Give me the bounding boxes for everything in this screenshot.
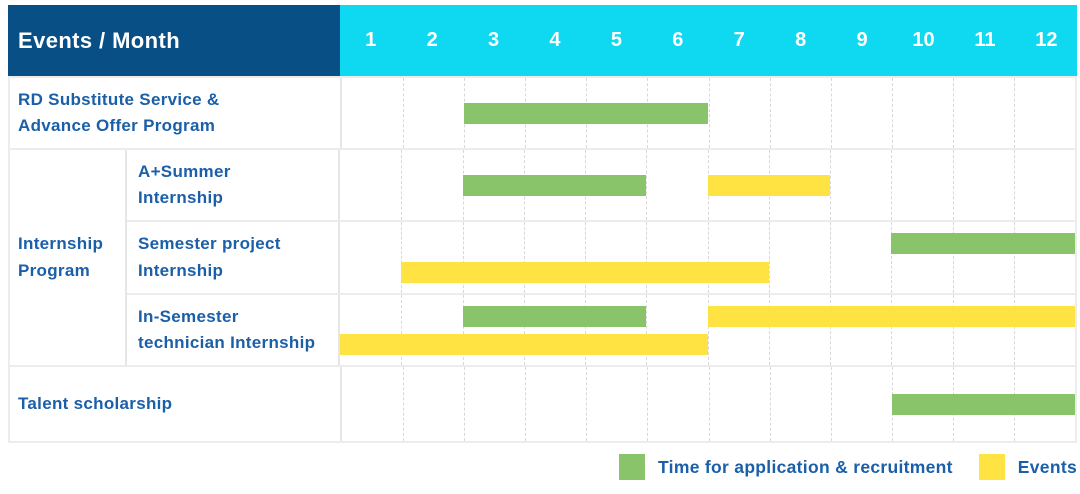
month-gridline bbox=[769, 367, 771, 441]
row-chart-area bbox=[340, 367, 1075, 441]
group-rows: A+Summer Internship Semester project Int… bbox=[127, 150, 1075, 365]
group-label: Internship Program bbox=[10, 150, 127, 365]
month-header-cell: 6 bbox=[672, 29, 684, 51]
month-gridline bbox=[462, 295, 464, 365]
row-chart-area bbox=[338, 295, 1075, 365]
month-header-cell: 3 bbox=[487, 29, 500, 51]
internship-program-group: Internship Program A+Summer Internship S… bbox=[10, 148, 1075, 365]
row-label: Talent scholarship bbox=[18, 393, 173, 413]
month-gridline bbox=[708, 78, 710, 148]
month-header-cell: 11 bbox=[974, 29, 996, 51]
month-gridline bbox=[891, 78, 893, 148]
application-recruitment-swatch bbox=[619, 454, 645, 480]
month-gridline bbox=[401, 150, 403, 220]
application-recruitment-bar bbox=[462, 306, 647, 327]
application-recruitment-bar bbox=[891, 393, 1075, 415]
month-gridline bbox=[708, 367, 710, 441]
row-label: Semester project Internship bbox=[138, 234, 281, 280]
month-gridline bbox=[1013, 78, 1015, 148]
month-gridline bbox=[462, 222, 464, 293]
table-row-in-semester-technician: In-Semester technician Internship bbox=[127, 293, 1075, 365]
event-bar bbox=[707, 174, 830, 196]
row-label: A+Summer Internship bbox=[138, 161, 231, 207]
month-gridline bbox=[646, 295, 648, 365]
month-gridline bbox=[646, 150, 648, 220]
month-gridline bbox=[523, 295, 525, 365]
month-gridline bbox=[952, 222, 954, 293]
application-recruitment-bar bbox=[462, 174, 647, 196]
row-chart-area bbox=[338, 222, 1075, 293]
table-row-a-plus-summer: A+Summer Internship bbox=[127, 150, 1075, 220]
row-label: In-Semester technician Internship bbox=[138, 306, 316, 352]
event-bar bbox=[707, 306, 1075, 327]
month-header-cell: 8 bbox=[795, 29, 807, 51]
table-row-semester-project: Semester project Internship bbox=[127, 220, 1075, 293]
month-gridline bbox=[647, 367, 649, 441]
month-gridline bbox=[464, 367, 466, 441]
month-gridline bbox=[401, 295, 403, 365]
month-header: 1 2 3 4 5 6 7 8 9 10 11 12 bbox=[340, 5, 1077, 76]
legend: Time for application & recruitment Event… bbox=[619, 452, 1077, 482]
application-recruitment-bar bbox=[464, 102, 709, 124]
legend-label-events: Events bbox=[1017, 456, 1077, 477]
month-gridline bbox=[768, 295, 770, 365]
gantt-table: Events / Month 1 2 3 4 5 6 7 8 9 10 11 12 RD Substi… bbox=[8, 5, 1077, 443]
month-gridline bbox=[768, 222, 770, 293]
month-gridline bbox=[707, 222, 709, 293]
month-gridline bbox=[769, 78, 771, 148]
month-header-cell: 10 bbox=[912, 29, 935, 51]
month-header-cell: 9 bbox=[856, 29, 868, 51]
corner-header-cell: Events / Month bbox=[8, 5, 340, 76]
table-row-rd-substitute: RD Substitute Service & Advance Offer Pr… bbox=[10, 76, 1075, 148]
month-gridline bbox=[1013, 150, 1015, 220]
row-chart-area bbox=[340, 78, 1075, 148]
event-bar bbox=[401, 262, 769, 283]
corner-header-label: Events / Month bbox=[18, 27, 181, 53]
month-header-cell: 2 bbox=[426, 29, 438, 51]
month-gridline bbox=[952, 295, 954, 365]
table-row-talent-scholarship: Talent scholarship bbox=[10, 365, 1075, 441]
month-gridline bbox=[403, 367, 405, 441]
month-gridline bbox=[401, 222, 403, 293]
row-label: RD Substitute Service & Advance Offer Pr… bbox=[18, 89, 220, 135]
month-gridline bbox=[891, 295, 893, 365]
table-header-row: Events / Month 1 2 3 4 5 6 7 8 9 10 11 12 bbox=[8, 5, 1077, 76]
month-gridline bbox=[523, 222, 525, 293]
legend-label-application-recruitment: Time for application & recruitment bbox=[658, 456, 953, 477]
month-gridline bbox=[525, 367, 527, 441]
month-gridline bbox=[952, 150, 954, 220]
month-gridline bbox=[586, 367, 588, 441]
application-recruitment-bar bbox=[891, 233, 1075, 254]
event-bar bbox=[340, 334, 708, 355]
month-gridline bbox=[952, 78, 954, 148]
events-swatch bbox=[978, 454, 1005, 480]
month-gridline bbox=[830, 150, 831, 220]
month-gridline bbox=[891, 222, 893, 293]
legend-item-application-recruitment: Time for application & recruitment bbox=[619, 454, 953, 480]
month-gridline bbox=[891, 150, 893, 220]
month-header-cell: 12 bbox=[1035, 29, 1058, 51]
month-gridline bbox=[1013, 295, 1015, 365]
legend-item-events: Events bbox=[978, 454, 1077, 480]
month-gridline bbox=[585, 222, 586, 293]
month-gridline bbox=[707, 295, 709, 365]
month-gridline bbox=[830, 295, 831, 365]
month-header-cell: 5 bbox=[610, 29, 622, 51]
month-gridline bbox=[830, 222, 831, 293]
month-header-cell: 1 bbox=[365, 29, 377, 51]
month-gridline bbox=[1013, 222, 1015, 293]
month-header-cell: 4 bbox=[549, 29, 561, 51]
month-gridline bbox=[403, 78, 405, 148]
month-gridline bbox=[646, 222, 648, 293]
table-body: RD Substitute Service & Advance Offer Pr… bbox=[8, 76, 1077, 443]
month-gridline bbox=[585, 295, 586, 365]
row-chart-area bbox=[338, 150, 1075, 220]
month-header-cell: 7 bbox=[733, 29, 745, 51]
month-gridline bbox=[830, 78, 832, 148]
month-gridline bbox=[830, 367, 832, 441]
